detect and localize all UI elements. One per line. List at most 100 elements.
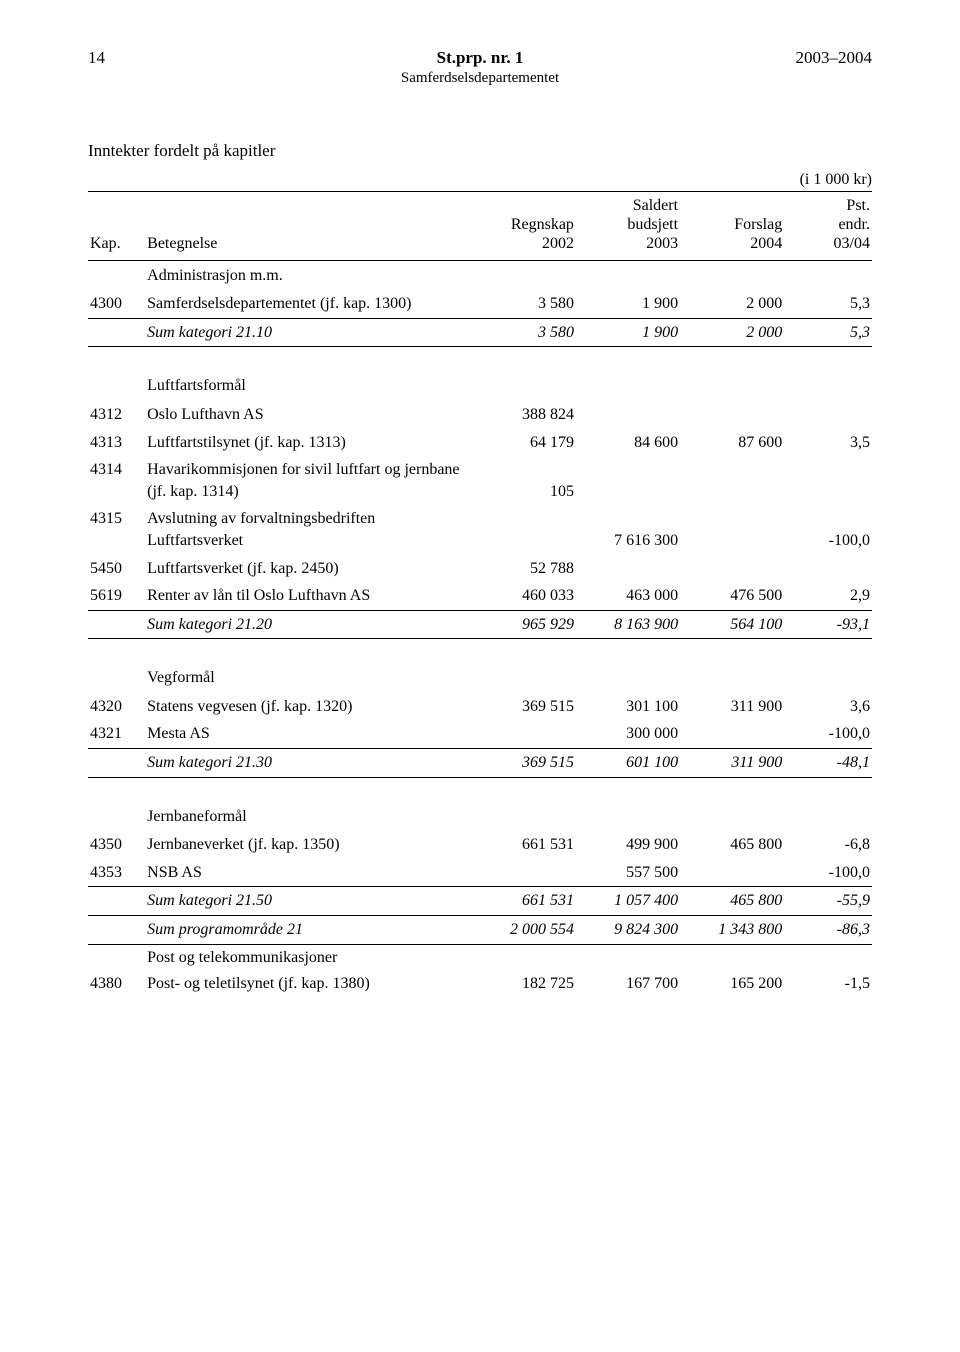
cell-sal: 7 616 300 (576, 505, 680, 554)
cell-for: 165 200 (680, 970, 784, 998)
cell-sal: 8 163 900 (576, 610, 680, 639)
sum-row: Sum programområde 21 2 000 554 9 824 300… (88, 916, 872, 945)
table-row: 4312 Oslo Lufthavn AS 388 824 (88, 401, 872, 429)
cell-sal: 84 600 (576, 429, 680, 457)
cell-pst: -86,3 (784, 916, 872, 945)
cell-for: 311 900 (680, 693, 784, 721)
cell-for: 2 000 (680, 290, 784, 318)
cell-reg: 369 515 (472, 749, 576, 778)
cell-for: 465 800 (680, 887, 784, 916)
cell-kap: 4313 (88, 429, 145, 457)
cell-sal: 1 900 (576, 318, 680, 347)
cell-pst: -48,1 (784, 749, 872, 778)
cell-kap: 5619 (88, 582, 145, 610)
cell-kap: 4350 (88, 831, 145, 859)
cell-kap: 4380 (88, 970, 145, 998)
table-row: 4315 Avslutning av forvaltningsbedriften… (88, 505, 872, 554)
cell-kap: 4353 (88, 859, 145, 887)
cell-pst: 3,6 (784, 693, 872, 721)
cell-pst: -100,0 (784, 505, 872, 554)
cell-reg: 105 (472, 456, 576, 505)
cell-bet: Luftfartstilsynet (jf. kap. 1313) (145, 429, 472, 457)
cell-pst: -100,0 (784, 859, 872, 887)
cell-for: 476 500 (680, 582, 784, 610)
sum-row: Sum kategori 21.20 965 929 8 163 900 564… (88, 610, 872, 639)
group-title-row: Jernbaneformål (88, 777, 872, 831)
col-kap: Kap. (88, 192, 145, 261)
cell-for: 87 600 (680, 429, 784, 457)
sum-label: Sum programområde 21 (145, 916, 472, 945)
cell-sal: 301 100 (576, 693, 680, 721)
cell-sal: 9 824 300 (576, 916, 680, 945)
cell-reg: 2 000 554 (472, 916, 576, 945)
col-pst: Pst.endr.03/04 (784, 192, 872, 261)
sum-label: Sum kategori 21.20 (145, 610, 472, 639)
cell-sal: 1 057 400 (576, 887, 680, 916)
cell-pst: -93,1 (784, 610, 872, 639)
sum-row: Sum kategori 21.10 3 580 1 900 2 000 5,3 (88, 318, 872, 347)
cell-sal: 499 900 (576, 831, 680, 859)
cell-reg: 661 531 (472, 887, 576, 916)
table-row: 4300 Samferdselsdepartementet (jf. kap. … (88, 290, 872, 318)
cell-kap: 4321 (88, 720, 145, 748)
table-row: 4320 Statens vegvesen (jf. kap. 1320) 36… (88, 693, 872, 721)
page: 14 St.prp. nr. 1 2003–2004 Samferdselsde… (0, 0, 960, 1352)
cell-sal: 1 900 (576, 290, 680, 318)
cell-for: 1 343 800 (680, 916, 784, 945)
year-range: 2003–2004 (772, 48, 872, 68)
cell-kap: 5450 (88, 555, 145, 583)
group-title: Post og telekommunikasjoner (145, 944, 472, 970)
cell-reg: 965 929 (472, 610, 576, 639)
cell-for: 564 100 (680, 610, 784, 639)
cell-reg: 52 788 (472, 555, 576, 583)
col-bet: Betegnelse (145, 192, 472, 261)
group-title-row: Administrasjon m.m. (88, 260, 872, 290)
cell-sal: 463 000 (576, 582, 680, 610)
cell-bet: Samferdselsdepartementet (jf. kap. 1300) (145, 290, 472, 318)
cell-reg: 661 531 (472, 831, 576, 859)
sum-label: Sum kategori 21.10 (145, 318, 472, 347)
table-row: 5619 Renter av lån til Oslo Lufthavn AS … (88, 582, 872, 610)
cell-kap: 4312 (88, 401, 145, 429)
cell-pst: 5,3 (784, 318, 872, 347)
cell-bet: Oslo Lufthavn AS (145, 401, 472, 429)
cell-bet: Avslutning av forvaltningsbedriften Luft… (145, 505, 472, 554)
col-saldert: Saldertbudsjett2003 (576, 192, 680, 261)
table-row: 4350 Jernbaneverket (jf. kap. 1350) 661 … (88, 831, 872, 859)
section-title: Inntekter fordelt på kapitler (88, 141, 872, 161)
group-title: Luftfartsformål (145, 347, 472, 401)
cell-bet: Havarikommisjonen for sivil luftfart og … (145, 456, 472, 505)
group-title-row: Vegformål (88, 639, 872, 693)
cell-sal: 300 000 (576, 720, 680, 748)
cell-pst: -100,0 (784, 720, 872, 748)
cell-bet: Luftfartsverket (jf. kap. 2450) (145, 555, 472, 583)
table-row: 4321 Mesta AS 300 000 -100,0 (88, 720, 872, 748)
cell-reg: 3 580 (472, 290, 576, 318)
unit-label: (i 1 000 kr) (88, 171, 872, 189)
cell-reg: 64 179 (472, 429, 576, 457)
group-title: Vegformål (145, 639, 472, 693)
cell-kap: 4320 (88, 693, 145, 721)
cell-reg: 182 725 (472, 970, 576, 998)
cell-for: 465 800 (680, 831, 784, 859)
cell-pst: 5,3 (784, 290, 872, 318)
doc-title: St.prp. nr. 1 (188, 48, 772, 68)
table-header-row: Kap. Betegnelse Regnskap2002 Saldertbuds… (88, 192, 872, 261)
group-title-row: Luftfartsformål (88, 347, 872, 401)
cell-bet: Post- og teletilsynet (jf. kap. 1380) (145, 970, 472, 998)
budget-table: Kap. Betegnelse Regnskap2002 Saldertbuds… (88, 191, 872, 998)
cell-reg: 3 580 (472, 318, 576, 347)
cell-bet: Jernbaneverket (jf. kap. 1350) (145, 831, 472, 859)
table-row: 5450 Luftfartsverket (jf. kap. 2450) 52 … (88, 555, 872, 583)
cell-pst: 2,9 (784, 582, 872, 610)
cell-kap: 4315 (88, 505, 145, 554)
cell-bet: Mesta AS (145, 720, 472, 748)
table-row: 4353 NSB AS 557 500 -100,0 (88, 859, 872, 887)
cell-bet: Statens vegvesen (jf. kap. 1320) (145, 693, 472, 721)
cell-pst: -6,8 (784, 831, 872, 859)
col-forslag: Forslag2004 (680, 192, 784, 261)
sum-row: Sum kategori 21.30 369 515 601 100 311 9… (88, 749, 872, 778)
cell-bet: NSB AS (145, 859, 472, 887)
department-name: Samferdselsdepartementet (88, 70, 872, 87)
cell-sal: 557 500 (576, 859, 680, 887)
